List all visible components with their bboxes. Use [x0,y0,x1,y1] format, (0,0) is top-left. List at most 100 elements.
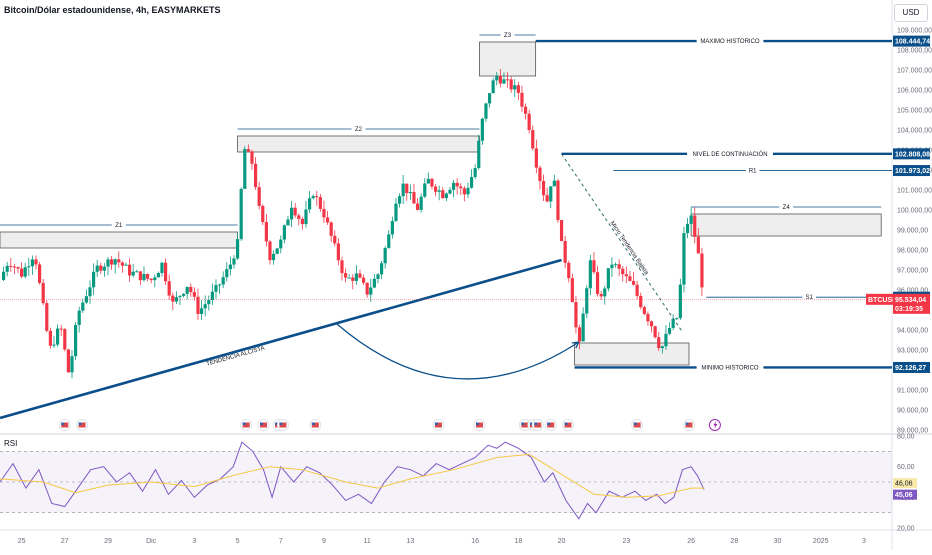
candle-body[interactable] [574,302,578,328]
candle-body[interactable] [387,234,391,248]
candle-body[interactable] [664,333,668,347]
candle-body[interactable] [232,258,236,265]
candle-body[interactable] [599,294,603,297]
rsi-tag[interactable] [893,489,917,500]
candle-body[interactable] [113,259,117,265]
level-price-tag[interactable] [893,35,930,47]
candle-body[interactable] [477,140,481,169]
candle-body[interactable] [77,310,81,325]
candle-body[interactable] [678,284,682,319]
candle-body[interactable] [509,79,513,90]
candle-body[interactable] [329,222,333,236]
current-price-tag[interactable] [893,293,930,314]
candle-body[interactable] [523,106,528,114]
candle-body[interactable] [239,188,243,240]
candle-body[interactable] [455,182,459,187]
candle-body[interactable] [109,259,114,265]
candle-body[interactable] [469,177,474,188]
candle-body[interactable] [531,130,535,149]
candle-body[interactable] [199,308,204,314]
candle-body[interactable] [675,318,679,320]
candle-body[interactable] [207,300,211,305]
symbol-tag[interactable] [866,293,893,305]
zone-box[interactable] [574,342,690,366]
candle-body[interactable] [617,264,621,269]
candle-body[interactable] [189,286,193,293]
candle-body[interactable] [156,272,160,278]
candle-body[interactable] [171,295,175,302]
candle-body[interactable] [304,209,308,225]
candle-body[interactable] [315,196,319,198]
zone-box[interactable] [690,213,882,237]
candle-body[interactable] [685,223,690,234]
candle-body[interactable] [437,190,441,192]
candle-body[interactable] [689,215,693,224]
candle-body[interactable] [275,248,279,254]
candle-body[interactable] [631,280,636,285]
candle-body[interactable] [559,219,564,242]
candle-body[interactable] [541,181,546,196]
candle-body[interactable] [59,328,63,330]
candle-body[interactable] [203,304,207,309]
candle-body[interactable] [408,192,412,194]
candle-body[interactable] [505,79,510,81]
candle-body[interactable] [430,178,434,187]
candle-body[interactable] [563,241,567,263]
candle-body[interactable] [473,168,477,178]
candle-body[interactable] [606,268,610,289]
candle-body[interactable] [297,215,301,219]
candle-body[interactable] [534,148,538,168]
candle-body[interactable] [91,271,96,288]
candle-body[interactable] [99,265,103,271]
candle-body[interactable] [639,295,643,308]
arrow-curve[interactable] [336,323,580,380]
candle-body[interactable] [322,208,326,218]
candle-body[interactable] [5,265,9,272]
candle-body[interactable] [351,277,355,281]
candle-body[interactable] [603,288,607,297]
candle-body[interactable] [52,344,56,346]
candle-body[interactable] [268,241,272,261]
candle-body[interactable] [466,187,470,195]
candle-body[interactable] [336,243,340,261]
candle-body[interactable] [585,288,589,314]
candle-body[interactable] [459,186,463,189]
candle-body[interactable] [646,313,650,322]
candle-body[interactable] [660,346,664,349]
candle-body[interactable] [621,268,625,275]
candle-body[interactable] [153,277,157,281]
candle-body[interactable] [538,167,542,182]
candle-body[interactable] [124,264,128,266]
candle-body[interactable] [667,327,672,334]
candle-body[interactable] [556,180,560,220]
zone-box[interactable] [479,41,537,77]
candle-body[interactable] [693,215,697,237]
candle-body[interactable] [401,183,405,197]
candle-body[interactable] [19,268,24,277]
candle-body[interactable] [545,195,549,202]
candle-body[interactable] [480,118,484,141]
level-price-tag[interactable] [893,148,930,160]
candle-body[interactable] [286,219,290,226]
zone-box[interactable] [237,135,480,153]
candle-body[interactable] [48,330,52,346]
candle-body[interactable] [462,188,466,195]
candle-body[interactable] [340,260,344,274]
candle-body[interactable] [221,277,225,285]
candle-body[interactable] [135,271,139,273]
candle-body[interactable] [649,321,654,327]
rsi-line[interactable] [0,441,705,520]
candle-body[interactable] [102,266,106,271]
candle-body[interactable] [451,182,456,190]
candle-body[interactable] [390,220,394,235]
candle-body[interactable] [502,79,506,84]
candle-body[interactable] [217,284,222,286]
candle-body[interactable] [250,151,254,164]
price-axis[interactable]: 109.000,00 108.000,00 107.000,00 106.000,00… [897,28,932,435]
candle-body[interactable] [570,278,574,303]
candle-body[interactable] [37,264,42,283]
candle-body[interactable] [365,282,369,295]
candle-body[interactable] [682,233,686,285]
candle-body[interactable] [610,264,614,269]
